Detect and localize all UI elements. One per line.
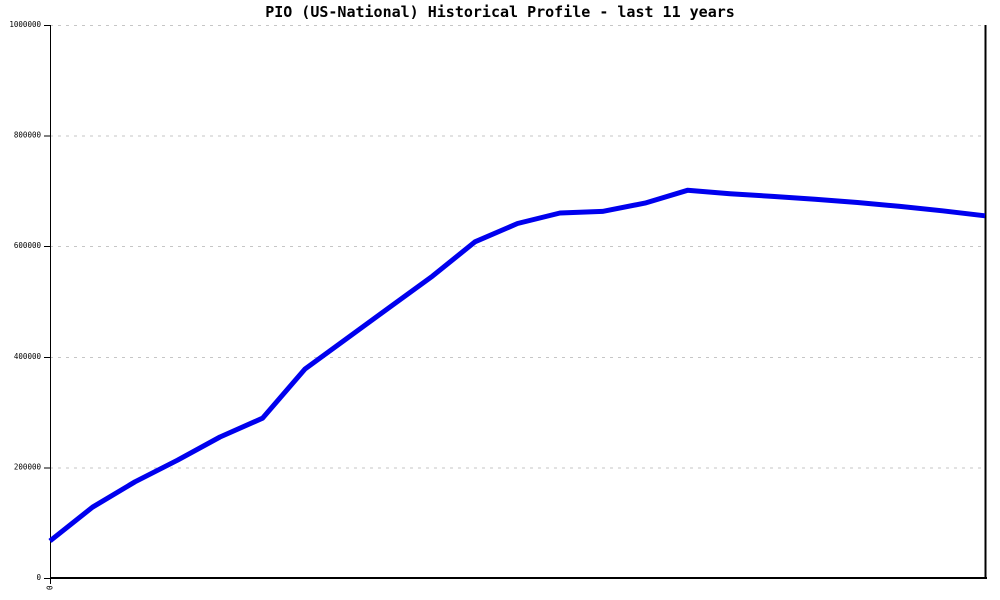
- y-tick-label: 600000: [14, 241, 42, 250]
- y-tick-label: 200000: [14, 462, 42, 471]
- y-tick-labels: 0 200000 400000 600000 800000 1000000: [9, 20, 41, 582]
- x-tick-label: 0: [45, 586, 54, 591]
- y-tick-marks: [44, 25, 51, 579]
- y-tick-label: 1000000: [9, 20, 41, 29]
- y-tick-label: 400000: [14, 352, 42, 361]
- chart-title: PIO (US-National) Historical Profile - l…: [265, 3, 735, 21]
- gridlines: [50, 25, 986, 469]
- y-tick-label: 0: [36, 573, 41, 582]
- y-tick-label: 800000: [14, 131, 42, 140]
- data-line: [48, 187, 986, 543]
